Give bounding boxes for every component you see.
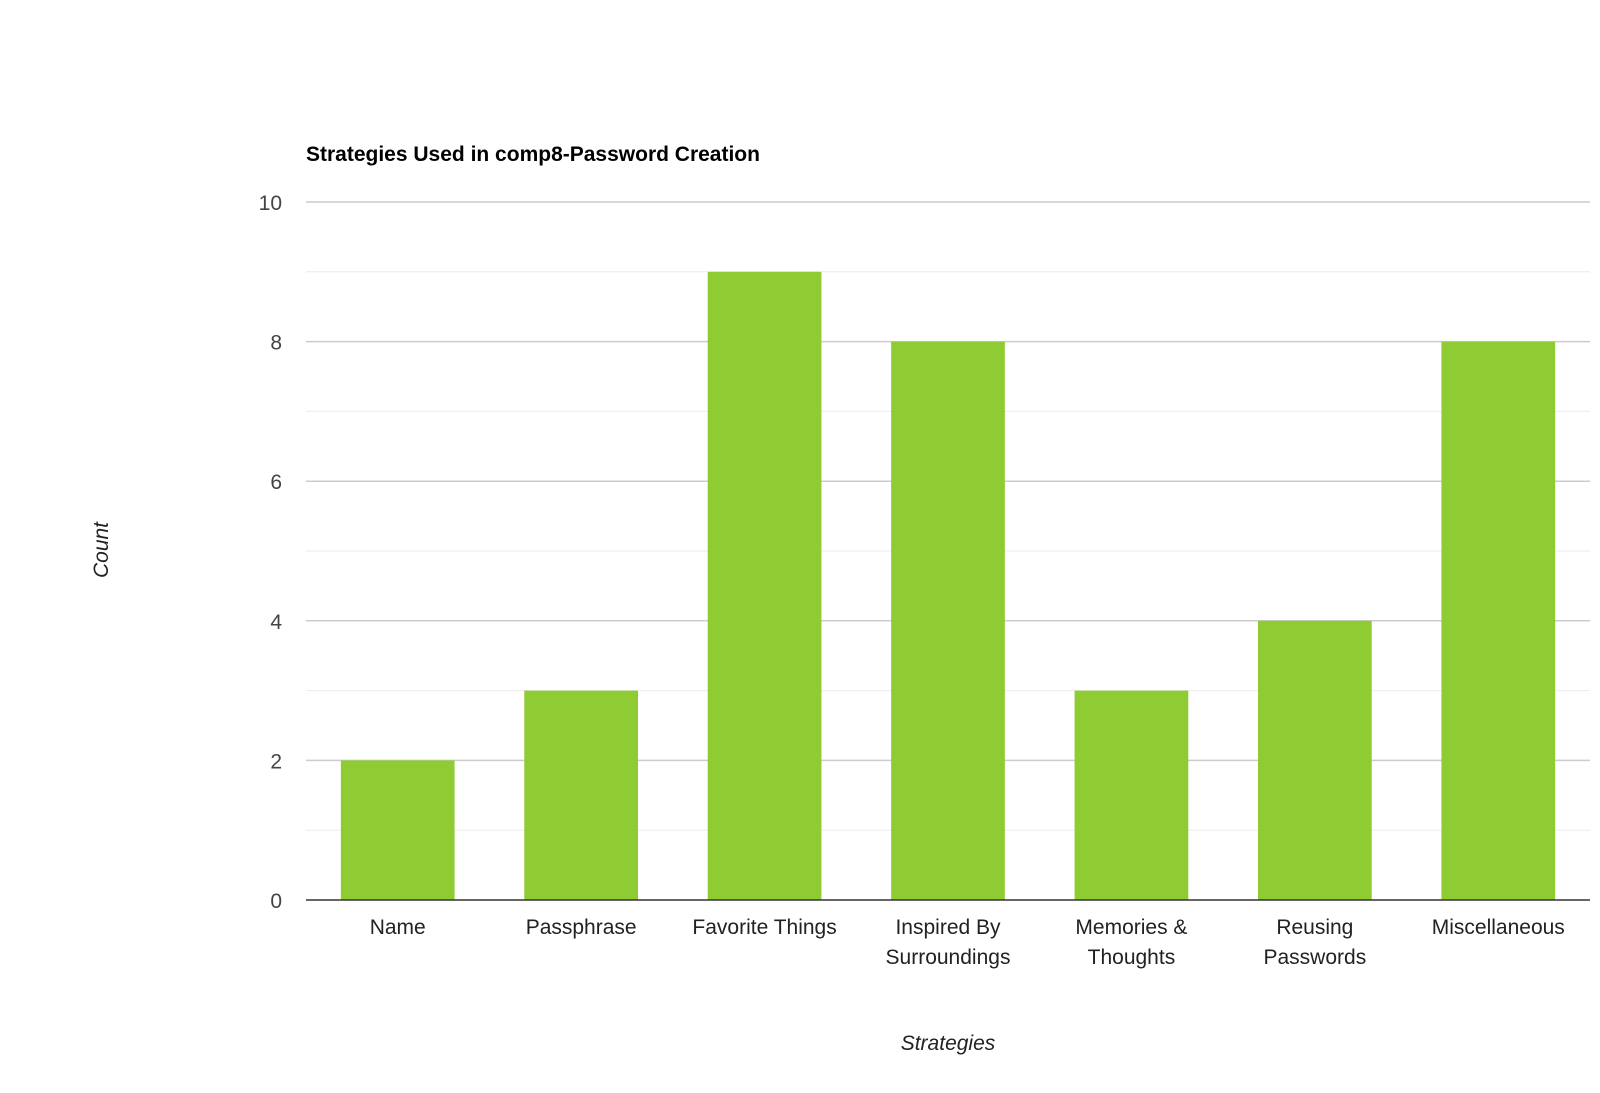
x-category-label-line: Inspired By	[895, 916, 1001, 939]
bar	[1257, 620, 1372, 900]
x-axis-title: Strategies	[901, 1032, 996, 1055]
y-axis-ticks: 0 2 4 6 8 10	[259, 192, 283, 913]
bar	[1074, 690, 1189, 900]
x-category-label-line: Miscellaneous	[1432, 916, 1565, 939]
x-category-label-line: Surroundings	[886, 946, 1011, 969]
y-tick-label: 4	[270, 611, 282, 634]
bar	[524, 690, 639, 900]
y-tick-label: 0	[270, 890, 282, 913]
x-category-label: Passphrase	[526, 916, 637, 939]
x-category-label-line: Passwords	[1264, 946, 1367, 969]
y-tick-label: 10	[259, 192, 282, 215]
bar	[891, 341, 1005, 901]
y-tick-label: 8	[270, 332, 282, 355]
x-category-label-line: Name	[370, 916, 426, 939]
y-axis-title: Count	[90, 521, 113, 578]
x-category-label-line: Passphrase	[526, 916, 637, 939]
bar	[1441, 341, 1556, 901]
x-category-label: Name	[370, 916, 426, 939]
x-category-label: Memories & Thoughts	[1075, 916, 1187, 969]
x-category-label: Reusing Passwords	[1264, 916, 1367, 969]
bars	[340, 271, 1556, 901]
x-category-label-line: Favorite Things	[692, 916, 836, 939]
x-category-label-line: Reusing	[1276, 916, 1353, 939]
x-category-label-line: Memories &	[1075, 916, 1187, 939]
x-category-label: Favorite Things	[692, 916, 836, 939]
y-tick-label: 2	[270, 750, 282, 773]
x-axis-labels: Name Passphrase Favorite Things Inspired By…	[370, 916, 1565, 969]
y-tick-label: 6	[270, 471, 282, 494]
chart-title: Strategies Used in comp8-Password Creati…	[306, 143, 760, 166]
x-category-label: Inspired By Surroundings	[886, 916, 1011, 969]
bar	[340, 760, 455, 900]
x-category-label-line: Thoughts	[1088, 946, 1176, 969]
bar	[707, 271, 822, 900]
x-category-label: Miscellaneous	[1432, 916, 1565, 939]
